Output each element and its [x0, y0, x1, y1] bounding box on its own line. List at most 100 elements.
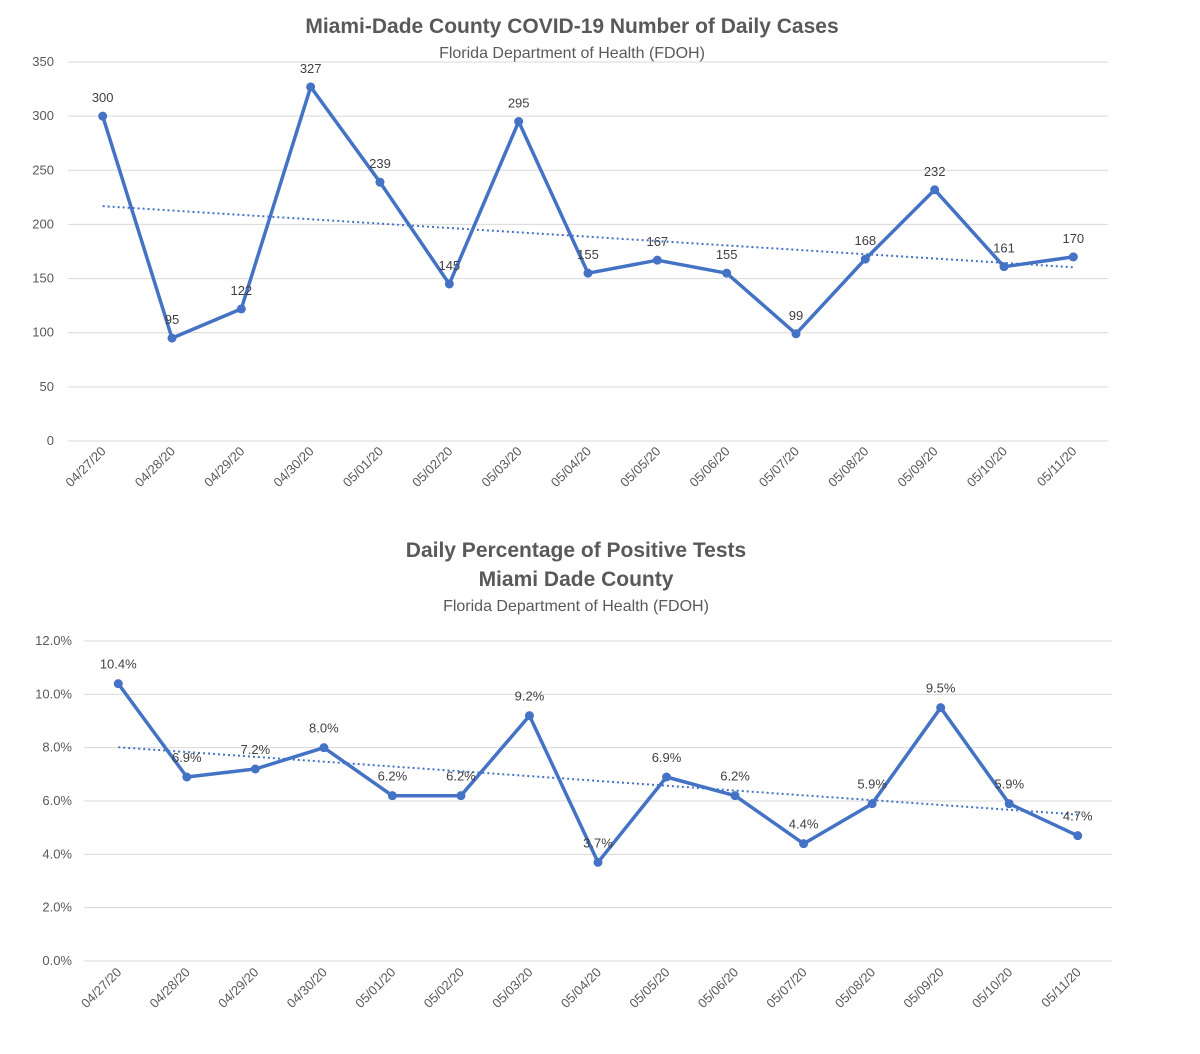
data-point [1073, 831, 1083, 841]
data-point [514, 117, 524, 127]
chart-subtitle: Florida Department of Health (FDOH) [439, 45, 705, 62]
data-label: 327 [300, 61, 322, 76]
y-tick-label: 8.0% [42, 740, 72, 755]
y-tick-label: 0.0% [42, 953, 72, 968]
data-label: 6.9% [172, 750, 202, 765]
chart-title: Miami-Dade County COVID-19 Number of Dai… [305, 15, 838, 38]
data-label: 155 [577, 247, 599, 262]
data-point [182, 772, 192, 782]
data-label: 161 [993, 241, 1015, 256]
data-label: 3.7% [583, 835, 613, 850]
data-point [98, 111, 108, 121]
x-tick-label: 05/05/20 [617, 444, 663, 490]
data-label: 6.2% [378, 769, 408, 784]
y-tick-label: 0 [47, 433, 54, 448]
y-tick-label: 100 [32, 325, 54, 340]
x-tick-label: 04/28/20 [147, 965, 193, 1011]
chart-title-line2: Miami Dade County [479, 568, 674, 591]
data-point [250, 764, 260, 774]
data-label: 6.2% [446, 769, 476, 784]
y-tick-label: 200 [32, 216, 54, 231]
x-tick-label: 05/04/20 [558, 965, 604, 1011]
x-tick-label: 05/07/20 [756, 444, 802, 490]
data-point [524, 711, 534, 721]
data-point [867, 799, 877, 809]
y-tick-label: 300 [32, 108, 54, 123]
y-tick-label: 350 [32, 54, 54, 69]
data-point [936, 703, 946, 713]
data-label: 7.2% [241, 742, 271, 757]
x-tick-label: 05/10/20 [964, 444, 1010, 490]
trendline [118, 746, 1078, 816]
x-tick-label: 05/02/20 [421, 965, 467, 1011]
x-tick-label: 04/29/20 [201, 444, 247, 490]
y-tick-label: 10.0% [35, 686, 72, 701]
x-tick-label: 05/03/20 [489, 965, 535, 1011]
data-point [652, 255, 662, 265]
series-line [101, 85, 1074, 340]
data-label: 10.4% [100, 657, 137, 672]
data-label: 145 [438, 258, 460, 273]
x-tick-label: 05/09/20 [894, 444, 940, 490]
data-point [306, 82, 316, 92]
data-point [444, 279, 454, 289]
data-label: 300 [92, 90, 114, 105]
data-label: 9.5% [926, 681, 956, 696]
x-tick-label: 04/27/20 [78, 965, 124, 1011]
data-point [930, 185, 940, 195]
y-tick-label: 150 [32, 271, 54, 286]
data-label: 8.0% [309, 721, 339, 736]
x-tick-label: 05/03/20 [478, 444, 524, 490]
data-point [791, 329, 801, 339]
data-label: 5.9% [994, 777, 1024, 792]
data-point [722, 268, 732, 278]
x-tick-label: 05/06/20 [695, 965, 741, 1011]
y-tick-label: 12.0% [35, 633, 72, 648]
y-tick-label: 50 [40, 379, 54, 394]
data-label: 6.9% [652, 750, 682, 765]
y-tick-label: 6.0% [42, 793, 72, 808]
data-label: 5.9% [857, 777, 887, 792]
x-tick-label: 05/09/20 [900, 965, 946, 1011]
data-point [860, 254, 870, 264]
trendline [102, 205, 1074, 269]
x-tick-label: 05/08/20 [832, 965, 878, 1011]
x-tick-label: 04/30/20 [270, 444, 316, 490]
data-label: 95 [165, 312, 179, 327]
y-tick-label: 250 [32, 162, 54, 177]
data-point [1068, 252, 1078, 262]
x-tick-label: 05/11/20 [1034, 444, 1080, 490]
data-label: 155 [716, 247, 738, 262]
data-point [167, 333, 177, 343]
x-tick-label: 05/02/20 [409, 444, 455, 490]
data-point [387, 791, 397, 801]
x-tick-label: 04/29/20 [215, 965, 261, 1011]
data-label: 232 [924, 164, 946, 179]
data-point [999, 262, 1009, 272]
data-point [730, 791, 740, 801]
data-label: 170 [1062, 231, 1084, 246]
data-point [799, 839, 809, 849]
data-point [319, 743, 329, 753]
data-point [375, 177, 385, 187]
y-tick-label: 2.0% [42, 900, 72, 915]
x-tick-label: 05/11/20 [1038, 965, 1084, 1011]
x-tick-label: 04/28/20 [132, 444, 178, 490]
data-label: 6.2% [720, 769, 750, 784]
data-label: 122 [230, 283, 252, 298]
data-point [456, 791, 466, 801]
x-tick-label: 05/05/20 [626, 965, 672, 1011]
y-tick-label: 4.0% [42, 846, 72, 861]
x-tick-label: 05/04/20 [548, 444, 594, 490]
data-label: 168 [854, 233, 876, 248]
x-tick-label: 04/30/20 [284, 965, 330, 1011]
data-label: 4.7% [1063, 809, 1093, 824]
x-tick-label: 05/06/20 [686, 444, 732, 490]
data-point [1004, 799, 1014, 809]
x-tick-label: 05/01/20 [340, 444, 386, 490]
data-label: 9.2% [515, 689, 545, 704]
chart-title: Daily Percentage of Positive Tests [406, 539, 746, 562]
x-tick-label: 05/10/20 [969, 965, 1015, 1011]
data-point [662, 772, 672, 782]
x-tick-label: 05/08/20 [825, 444, 871, 490]
